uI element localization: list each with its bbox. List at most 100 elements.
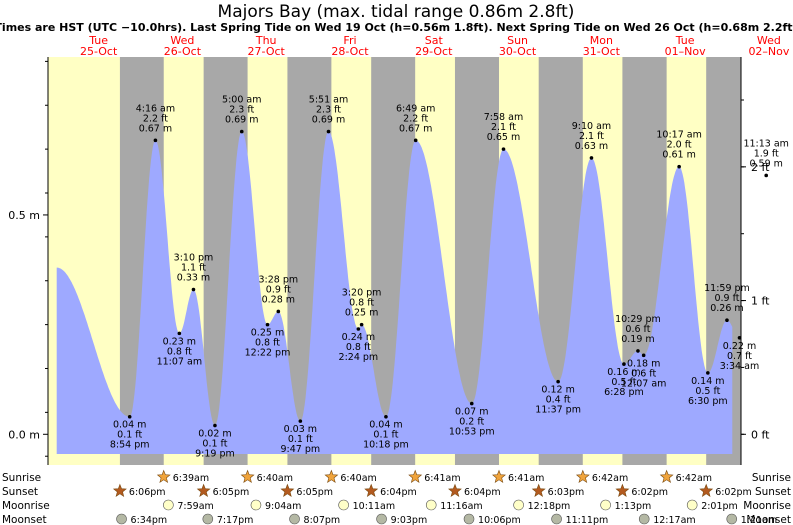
extreme-label: 0.67 m bbox=[139, 123, 172, 134]
extreme-label: 1.1 ft bbox=[181, 263, 206, 274]
extreme-label: 2:24 pm bbox=[339, 352, 379, 363]
sunset-time: 6:06pm bbox=[129, 487, 166, 498]
moonset-icon bbox=[463, 513, 475, 525]
extreme-label: 0.9 ft bbox=[714, 293, 739, 304]
extreme-label: 11:13 am bbox=[743, 138, 788, 149]
moonrise-time: 1:13pm bbox=[615, 501, 652, 512]
day-name-label: Mon bbox=[590, 34, 613, 47]
extreme-label: 9:10 am bbox=[572, 121, 611, 132]
sunrise-icon bbox=[240, 469, 255, 483]
extreme-label: 0.2 ft bbox=[459, 417, 484, 428]
extreme-label: 0.59 m bbox=[749, 158, 782, 169]
extreme-label: 8:54 pm bbox=[110, 440, 150, 451]
sunset-time: 6:02pm bbox=[631, 487, 668, 498]
extreme-labels: 0.04 m0.1 ft8:54 pm4:16 am2.2 ft0.67 m0.… bbox=[110, 95, 789, 460]
moonrise-time: 9:04am bbox=[265, 501, 301, 512]
extreme-label: 0.02 m bbox=[198, 429, 231, 440]
extreme-label: 0.1 ft bbox=[202, 439, 227, 450]
sunrise-icon bbox=[156, 469, 171, 483]
extreme-label: 5:00 am bbox=[222, 95, 261, 106]
moonrise-icon bbox=[250, 499, 262, 511]
extreme-point bbox=[469, 401, 474, 406]
extreme-label: 10:17 am bbox=[656, 130, 701, 141]
extreme-point bbox=[265, 322, 270, 327]
extreme-label: 0.4 ft bbox=[546, 395, 571, 406]
extreme-label: 0.8 ft bbox=[346, 342, 371, 353]
day-name-label: Wed bbox=[170, 34, 194, 47]
sunrise-time: 6:41am bbox=[508, 473, 544, 484]
sunset-icon bbox=[615, 483, 630, 497]
moonset-icon bbox=[638, 513, 650, 525]
moonset-icon bbox=[116, 513, 127, 525]
sunrise-time: 6:41am bbox=[424, 473, 460, 484]
moonrise-icon bbox=[600, 499, 611, 511]
extreme-point bbox=[177, 331, 182, 336]
extreme-point bbox=[677, 164, 681, 169]
day-date-label: 31-Oct bbox=[583, 45, 621, 58]
extreme-point bbox=[636, 349, 640, 353]
moonrise-row-label-left: Moonrise bbox=[2, 500, 50, 512]
extreme-label: 9:47 pm bbox=[281, 444, 321, 455]
extreme-point bbox=[622, 362, 626, 366]
right-tick-label: 2 ft bbox=[751, 161, 770, 174]
moonrise-icon bbox=[686, 499, 698, 511]
moonset-time: 10:06pm bbox=[478, 515, 521, 525]
extreme-point bbox=[641, 353, 646, 358]
sunrise-icon bbox=[659, 469, 674, 483]
extreme-point bbox=[501, 147, 506, 151]
day-date-label: 25-Oct bbox=[80, 45, 118, 58]
extreme-label: 0.1 ft bbox=[288, 434, 313, 445]
extreme-label: 3:34 am bbox=[720, 361, 759, 372]
sunset-time: 6:03pm bbox=[548, 487, 585, 498]
extreme-label: 4:16 am bbox=[136, 103, 175, 114]
sunrise-icon bbox=[575, 469, 590, 483]
extreme-label: 0.24 m bbox=[342, 332, 375, 343]
extreme-point bbox=[737, 335, 742, 340]
extreme-label: 0.28 m bbox=[262, 294, 295, 305]
extreme-label: 0.1 ft bbox=[117, 430, 142, 441]
sunset-icon bbox=[699, 483, 714, 497]
moonset-time: 11:11pm bbox=[566, 515, 609, 525]
extreme-label: 0.25 m bbox=[345, 308, 378, 319]
extreme-point bbox=[706, 371, 710, 375]
sunrise-time: 6:42am bbox=[592, 473, 628, 484]
extreme-label: 0.6 ft bbox=[631, 368, 656, 379]
sunset-row-label-left: Sunset bbox=[2, 486, 38, 498]
moonrise-row-label-right: Moonrise bbox=[743, 500, 791, 512]
day-date-label: 01–Nov bbox=[665, 45, 706, 58]
extreme-point bbox=[127, 414, 132, 419]
moonset-time: 9:03pm bbox=[391, 515, 428, 525]
extreme-label: 3:10 pm bbox=[174, 253, 214, 264]
axes: 0.0 m 0.5 m 0 ft 1 ft 2 ft bbox=[8, 57, 770, 465]
moonset-icon bbox=[202, 513, 214, 525]
sunset-icon bbox=[364, 483, 379, 497]
sunrise-time: 6:42am bbox=[676, 473, 712, 484]
extreme-point bbox=[239, 129, 244, 134]
tide-area bbox=[56, 131, 733, 454]
extreme-label: 0.5 ft bbox=[695, 386, 720, 397]
moonrise-time: 12:18pm bbox=[528, 501, 571, 512]
extreme-label: 0.6 ft bbox=[625, 324, 650, 335]
sunset-icon bbox=[196, 483, 211, 497]
moonrise-time: 2:01pm bbox=[701, 501, 738, 512]
extreme-label: 0.69 m bbox=[312, 115, 345, 126]
day-date-label: 27-Oct bbox=[248, 45, 286, 58]
extreme-label: 0.25 m bbox=[251, 328, 284, 339]
extreme-point bbox=[589, 156, 594, 160]
moonset-time: 12:17am bbox=[653, 515, 695, 525]
moonset-icon bbox=[726, 513, 738, 525]
extreme-label: 1.9 ft bbox=[754, 148, 779, 159]
extreme-label: 0.04 m bbox=[369, 420, 402, 431]
extreme-label: 0.03 m bbox=[284, 424, 317, 435]
extreme-label: 2.2 ft bbox=[403, 113, 428, 124]
sunset-row-label-right: Sunset bbox=[755, 486, 791, 498]
day-name-label: Fri bbox=[343, 34, 356, 47]
extreme-label: 0.33 m bbox=[177, 273, 210, 284]
day-date-label: 02–Nov bbox=[748, 45, 789, 58]
extreme-label: 0.69 m bbox=[225, 115, 258, 126]
extreme-point bbox=[213, 423, 217, 428]
extreme-label: 6:28 pm bbox=[604, 387, 644, 398]
left-tick-label: 0.5 m bbox=[8, 209, 40, 222]
extreme-point bbox=[276, 309, 281, 314]
